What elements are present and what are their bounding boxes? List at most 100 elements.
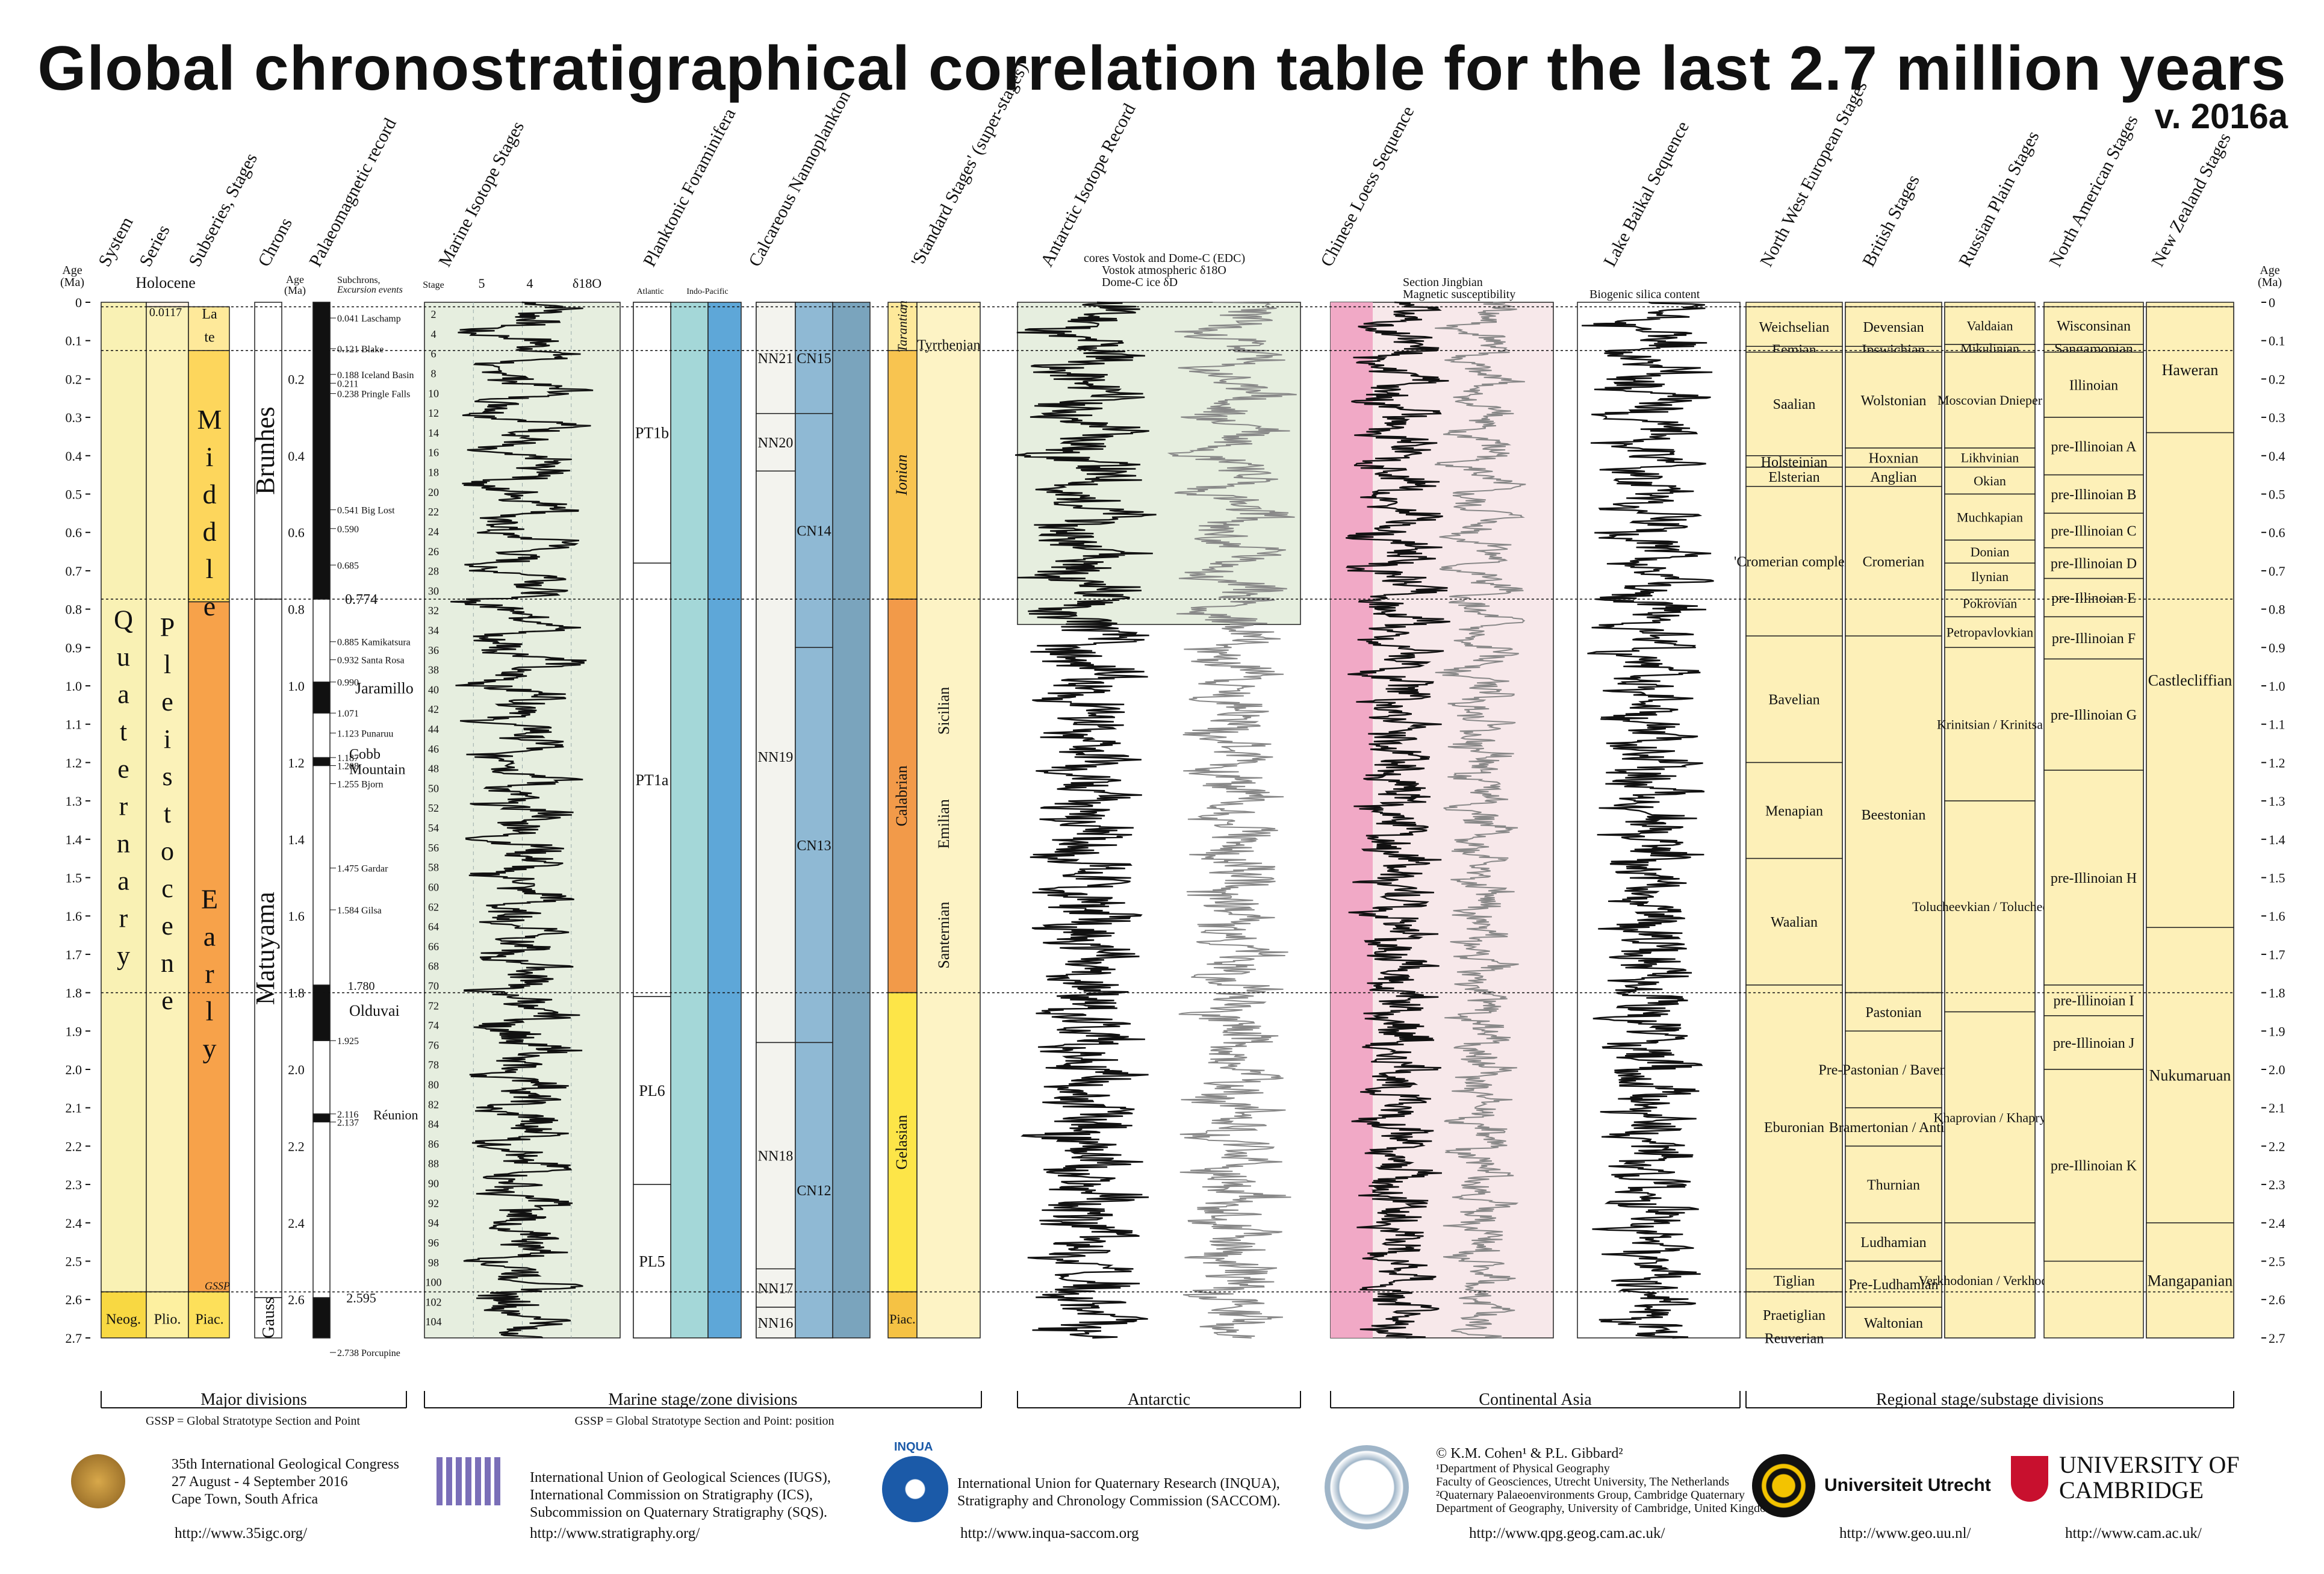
subseries-middle-letter: e [204, 591, 216, 621]
mis-stage-number: 6 [431, 348, 437, 360]
header-nanno: Calcareous Nannoplankton [745, 87, 854, 270]
cambridge-link[interactable]: http://www.cam.ac.uk/ [2065, 1525, 2202, 1541]
section-major-divisions: Major divisions [200, 1390, 307, 1409]
system-quaternary-letter: a [117, 866, 129, 895]
nw-europe-stage-label: Waalian [1771, 915, 1818, 930]
mis-stage-number: 72 [428, 1000, 439, 1012]
nw-europe-stage-label: Saalian [1773, 397, 1816, 412]
header-new-zealand: New Zealand Stages [2148, 129, 2235, 270]
chron-age-tick: 2.2 [288, 1139, 305, 1154]
system-neogene [101, 1291, 147, 1339]
series-pleistocene-letter: e [161, 687, 173, 717]
iugs-text: International Union of Geological Scienc… [530, 1469, 831, 1522]
north-america-stage-label: pre-Illinoian J [2053, 1036, 2134, 1051]
utrecht-link[interactable]: http://www.geo.uu.nl/ [1839, 1525, 1971, 1541]
foram-atlantic-label: Atlantic [636, 287, 663, 296]
age-tick-label: 0.2 [66, 372, 82, 387]
foram-zone-label: PT1a [636, 771, 669, 789]
russian-stage [1944, 493, 2036, 541]
excursion-label: 1.255 Bjorn [337, 779, 383, 789]
authors-link[interactable]: http://www.qpg.geog.cam.ac.uk/ [1469, 1525, 1665, 1541]
series-pleistocene-letter: e [161, 911, 173, 941]
inqua-link[interactable]: http://www.inqua-saccom.org [960, 1525, 1139, 1541]
russian-stage-label: Muchkapian [1957, 509, 2023, 524]
russian-stage-label: Pokrovian [1963, 596, 2017, 611]
north-america-stage-label: pre-Illinoian G [2051, 708, 2137, 723]
british-stage [1845, 992, 1942, 1032]
age-tick-label: 1.9 [2269, 1024, 2285, 1039]
mis-stage-number: 86 [428, 1138, 439, 1150]
russian-stage-label: Okian [1974, 473, 2006, 488]
chron-gauss-label: Gauss [259, 1297, 278, 1338]
subchron-cobb: Cobb [349, 747, 381, 762]
mis-stage-label: Stage [423, 280, 444, 290]
section-regional: Regional stage/substage divisions [1876, 1390, 2104, 1409]
age-tick-label: 1.0 [2269, 679, 2285, 694]
north-america-stage [2043, 770, 2144, 986]
std-ionian [887, 350, 918, 600]
british-stage-label: Waltonian [1864, 1316, 1923, 1331]
north-america-stage [2043, 616, 2144, 660]
nw-europe-stage-label: Weichselian [1759, 320, 1830, 335]
mis-stage-number: 18 [428, 467, 439, 479]
foram-zone-label: PL6 [639, 1082, 665, 1100]
age-tick-label: 2.0 [66, 1062, 82, 1077]
system-quaternary-letter: a [117, 679, 129, 709]
series-pleistocene-letter: c [161, 874, 173, 903]
age-tick-label: 2.3 [2269, 1177, 2285, 1192]
age-tick-label: 0.8 [66, 602, 82, 617]
foram-indopacific-label: Indo-Pacific [686, 287, 728, 296]
header-series: Series [135, 222, 174, 270]
excursion-label: 1.187 [337, 753, 359, 764]
iugs-link[interactable]: http://www.stratigraphy.org/ [530, 1525, 700, 1541]
excursion-label: 0.685 [337, 561, 359, 571]
chron-age-tick: 0.4 [288, 449, 305, 464]
mis-stage-number: 96 [428, 1237, 439, 1249]
foram-indopacific-column [707, 302, 742, 1339]
chron-age-tick: 1.4 [288, 832, 305, 847]
age-tick-label: 1.2 [66, 755, 82, 770]
header-north-america: North American Stages [2045, 112, 2142, 270]
system-quaternary-letter: y [117, 941, 130, 970]
excursion-label: 0.121 Blake [337, 344, 384, 355]
chron-brunhes [254, 302, 282, 600]
nanno-nn-zone [756, 1268, 796, 1308]
mis-stage-number: 36 [428, 644, 439, 656]
subseries-late-label-b: te [204, 329, 214, 345]
series-pleistocene-letter: P [160, 612, 175, 642]
header-mis: Marine Isotope Stages [435, 118, 528, 270]
series-pleistocene-letter: e [161, 986, 173, 1015]
north-america-stage-label: pre-Illinoian A [2051, 439, 2137, 455]
std-sub-column [916, 302, 981, 1339]
igc-line-1: 35th International Geological Congress [172, 1457, 399, 1472]
russian-stage [1944, 562, 2036, 591]
utrecht-sun-logo-icon [1752, 1454, 1815, 1517]
nw-europe-stage [1745, 635, 1843, 764]
mis-stage-number: 50 [428, 782, 439, 794]
std-ionian-label: Ionian [893, 455, 910, 496]
nanno-cn-label: CN13 [797, 838, 831, 854]
mis-stage-number: 26 [428, 546, 439, 558]
nw-europe-stage-label: Tiglian [1774, 1274, 1815, 1289]
subseries-middle-letter: d [203, 479, 217, 509]
russian-stage-label: Tolucheevkian / Tolucheevka [1912, 899, 2068, 914]
age-axis-label: Age [62, 264, 82, 277]
header-foram: Planktonic Foraminifera [639, 105, 739, 270]
mis-stage-number: 32 [428, 605, 439, 617]
series-pleistocene [146, 306, 189, 1293]
loess-sub-label: Section Jingbian [1403, 276, 1483, 289]
chron-age-label: Age [286, 273, 304, 285]
age-tick-label: 0.3 [2269, 410, 2285, 425]
chron-matuyama-label: Matuyama [250, 892, 280, 1005]
header-palaeomag: Palaeomagnetic record [305, 115, 400, 270]
new-zealand-stage-label: Mangapanian [2148, 1272, 2233, 1289]
nanno-nn-label: NN20 [758, 435, 794, 451]
igc-link[interactable]: http://www.35igc.org/ [175, 1525, 308, 1541]
chron-age-774: 0.774 [345, 592, 377, 608]
age-tick-label: 2.5 [2269, 1254, 2285, 1269]
std-sicilian-label: Sicilian [935, 687, 952, 735]
series-pleistocene-letter: o [161, 836, 174, 866]
mis-stage-number: 88 [428, 1158, 439, 1170]
cambridge-name-line-1: UNIVERSITY OF [2059, 1451, 2240, 1478]
nw-europe-stage [1745, 985, 1843, 1269]
